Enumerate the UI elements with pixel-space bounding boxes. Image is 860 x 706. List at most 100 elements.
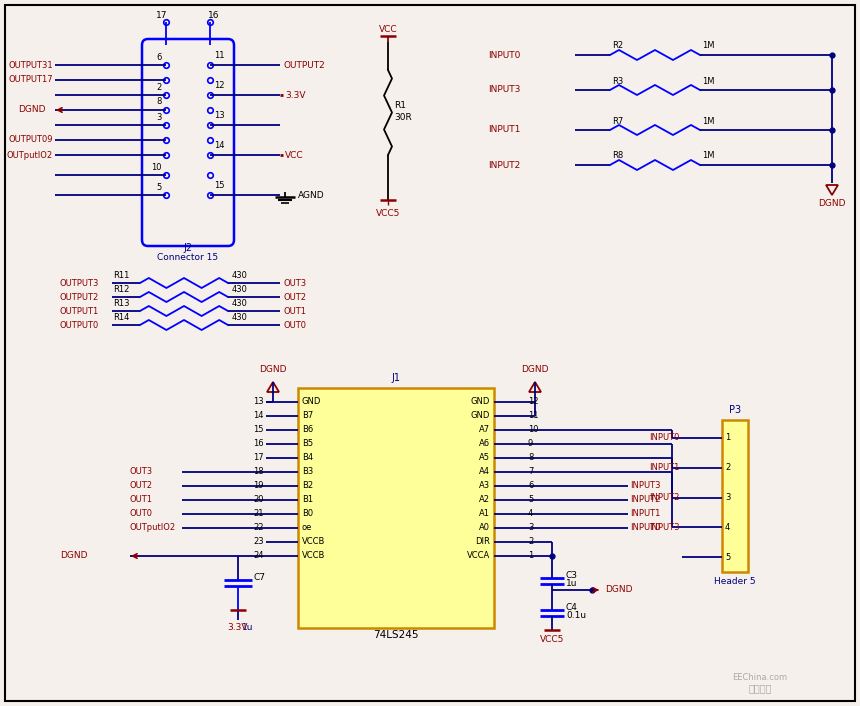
Text: OUTPUT09: OUTPUT09 (9, 136, 53, 145)
Text: A2: A2 (479, 496, 490, 505)
Text: A4: A4 (479, 467, 490, 477)
Text: 2: 2 (528, 537, 533, 546)
Text: 6: 6 (157, 52, 162, 61)
Text: B7: B7 (302, 412, 313, 421)
Text: AGND: AGND (298, 191, 324, 200)
Text: 22: 22 (254, 524, 264, 532)
Text: 10: 10 (528, 426, 538, 434)
Text: 3: 3 (157, 112, 162, 121)
Text: B4: B4 (302, 453, 313, 462)
Text: 430: 430 (232, 270, 248, 280)
Text: 12: 12 (528, 397, 538, 407)
Text: Connector 15: Connector 15 (157, 253, 218, 263)
Text: 1: 1 (725, 433, 730, 443)
Text: B1: B1 (302, 496, 313, 505)
Text: 12: 12 (214, 81, 224, 90)
Text: OUTPUT1: OUTPUT1 (60, 306, 99, 316)
Text: 430: 430 (232, 285, 248, 294)
Text: R2: R2 (612, 42, 624, 51)
Text: OUTPUT31: OUTPUT31 (9, 61, 53, 69)
Text: 11: 11 (214, 52, 224, 61)
Text: 13: 13 (214, 112, 224, 121)
Text: VCCA: VCCA (467, 551, 490, 561)
Text: OUTPUT3: OUTPUT3 (60, 278, 100, 287)
Text: OUTPUT2: OUTPUT2 (60, 292, 99, 301)
Text: B6: B6 (302, 426, 313, 434)
Text: INPUT2: INPUT2 (649, 493, 680, 503)
Text: INPUT1: INPUT1 (630, 510, 660, 518)
Text: OUTputIO2: OUTputIO2 (130, 524, 176, 532)
Text: C3: C3 (566, 570, 578, 580)
Text: 14: 14 (254, 412, 264, 421)
Text: INPUT0: INPUT0 (649, 433, 680, 443)
Text: 9: 9 (528, 440, 533, 448)
Text: 15: 15 (254, 426, 264, 434)
Text: R8: R8 (612, 152, 624, 160)
Text: 2: 2 (725, 464, 730, 472)
Text: OUT0: OUT0 (284, 321, 307, 330)
Text: 5: 5 (528, 496, 533, 505)
Text: R13: R13 (113, 299, 130, 308)
Text: 3.3V: 3.3V (228, 623, 249, 633)
Bar (298, 388, 494, 628)
Text: 5: 5 (725, 553, 730, 561)
Text: INPUT1: INPUT1 (488, 126, 520, 135)
Text: INPUT3: INPUT3 (488, 85, 520, 95)
Text: 13: 13 (254, 397, 264, 407)
Text: R7: R7 (612, 116, 624, 126)
Text: 16: 16 (254, 440, 264, 448)
Text: INPUT2: INPUT2 (630, 496, 660, 505)
Text: A1: A1 (479, 510, 490, 518)
Text: GND: GND (302, 397, 322, 407)
Text: 1u: 1u (242, 623, 254, 633)
Text: 430: 430 (232, 313, 248, 321)
Text: R1: R1 (394, 100, 406, 109)
Text: 1: 1 (528, 551, 533, 561)
Text: 4: 4 (528, 510, 533, 518)
Text: OUT1: OUT1 (284, 306, 307, 316)
Text: DGND: DGND (259, 366, 286, 374)
Text: 30R: 30R (394, 114, 412, 123)
Text: A7: A7 (479, 426, 490, 434)
Text: OUT0: OUT0 (130, 510, 153, 518)
Text: R12: R12 (113, 285, 129, 294)
Text: J2: J2 (183, 243, 193, 253)
Text: DGND: DGND (60, 551, 88, 561)
Text: OUTPUT2: OUTPUT2 (284, 61, 326, 69)
Text: 21: 21 (254, 510, 264, 518)
Text: 19: 19 (254, 481, 264, 491)
Text: B5: B5 (302, 440, 313, 448)
Text: A6: A6 (479, 440, 490, 448)
Text: C4: C4 (566, 604, 578, 613)
Text: 15: 15 (214, 181, 224, 191)
Text: J1: J1 (391, 373, 401, 383)
Text: 1M: 1M (702, 116, 715, 126)
Text: 17: 17 (157, 11, 168, 20)
Text: VCC: VCC (285, 150, 304, 160)
Text: DIR: DIR (475, 537, 490, 546)
Text: A0: A0 (479, 524, 490, 532)
Text: 10: 10 (151, 162, 162, 172)
Text: R14: R14 (113, 313, 129, 321)
Text: OUTPUT0: OUTPUT0 (60, 321, 99, 330)
Text: A5: A5 (479, 453, 490, 462)
Text: 16: 16 (208, 11, 220, 20)
Text: VCCB: VCCB (302, 537, 325, 546)
Text: GND: GND (470, 397, 490, 407)
Text: 18: 18 (254, 467, 264, 477)
Text: 1M: 1M (702, 42, 715, 51)
Text: 4: 4 (725, 522, 730, 532)
Text: INPUT1: INPUT1 (649, 464, 680, 472)
Text: R11: R11 (113, 270, 129, 280)
Text: INPUT0: INPUT0 (630, 524, 660, 532)
Text: 3: 3 (528, 524, 533, 532)
Text: P3: P3 (729, 405, 741, 415)
Text: 1M: 1M (702, 152, 715, 160)
Text: 1u: 1u (566, 580, 578, 589)
Bar (722, 420, 748, 572)
Text: VCC: VCC (378, 25, 397, 35)
Text: 430: 430 (232, 299, 248, 308)
Text: DGND: DGND (605, 585, 632, 594)
Text: 7: 7 (528, 467, 533, 477)
Text: 0.1u: 0.1u (566, 611, 587, 621)
